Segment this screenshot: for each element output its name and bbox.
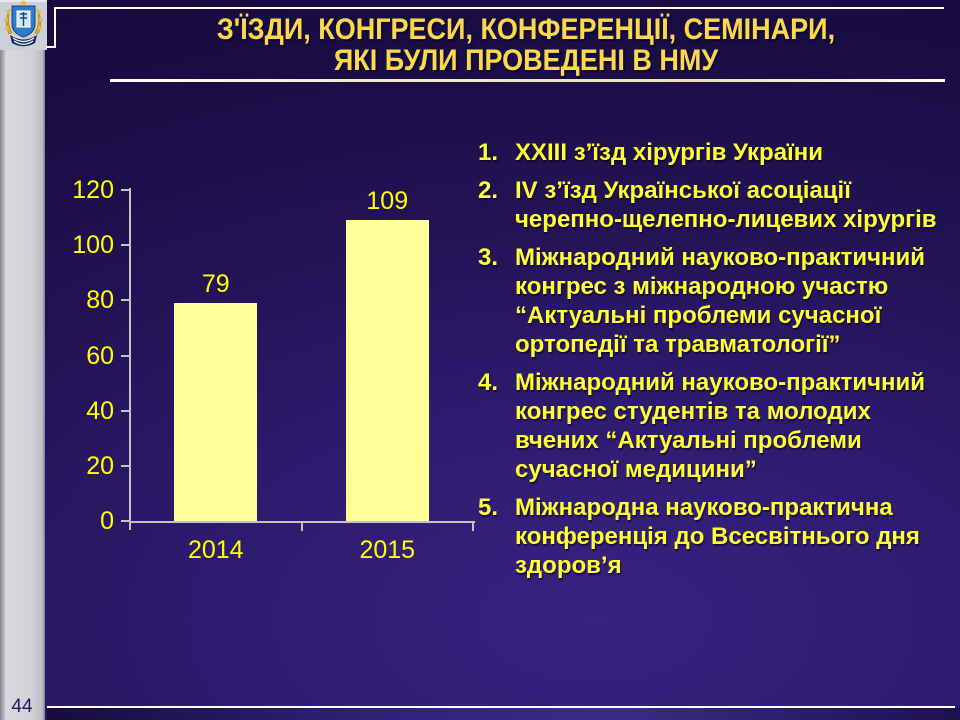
list-item-number: 5. [478, 494, 499, 521]
university-emblem-logo [0, 0, 47, 50]
y-axis-label: 20 [86, 451, 114, 480]
events-numbered-list: 1. XXIII з’їзд хірургів України 2. IV з’їзд… [478, 138, 948, 589]
y-axis-label: 0 [100, 507, 114, 535]
footer-line [47, 706, 955, 708]
x-axis-line [129, 521, 475, 523]
x-axis-tick [300, 523, 303, 531]
list-item-number: 3. [478, 244, 499, 271]
bar-value-label: 79 [201, 270, 230, 299]
list-item: 1. XXIII з’їзд хірургів України [478, 138, 948, 167]
slide-title-line-1: З'ЇЗДИ, КОНГРЕСИ, КОНФЕРЕНЦІЇ, СЕМІНАРИ, [216, 13, 836, 46]
y-axis-tick [121, 354, 130, 357]
x-axis-tick [472, 523, 474, 531]
y-axis-label: 80 [86, 286, 114, 315]
list-item-text: Міжнародна науково-практична конференція… [515, 494, 920, 579]
list-item-number: 2. [478, 177, 499, 204]
title-frame-line-connector [46, 46, 56, 48]
bar-2015 [345, 220, 429, 521]
list-item: 4. Міжнародний науково-практичний конгрес… [478, 368, 948, 484]
coat-of-arms-icon [0, 0, 47, 50]
list-item-text: Міжнародний науково-практичний конгрес з… [515, 244, 926, 358]
x-axis-category-label: 2014 [187, 536, 244, 564]
y-axis-label: 60 [86, 341, 114, 370]
list-item-text: IV з’їзд Української асоціації черепно-щ… [515, 177, 937, 233]
y-axis-tick [121, 299, 130, 302]
y-axis-tick [121, 464, 130, 467]
bar-2014 [174, 303, 258, 521]
slide-title-line-2: ЯКІ БУЛИ ПРОВЕДЕНІ В НМУ [333, 44, 719, 77]
page-number: 44 [11, 696, 33, 717]
title-frame-line-left [54, 7, 56, 48]
left-gray-strip [0, 0, 45, 720]
title-frame-line-top [54, 7, 944, 9]
y-axis-tick [121, 520, 130, 522]
y-axis-label: 120 [72, 176, 114, 204]
list-item: 3. Міжнародний науково-практичний конгрес… [478, 243, 948, 359]
y-axis-label: 40 [86, 396, 114, 425]
list-item: 2. IV з’їзд Української асоціації черепно… [478, 176, 948, 234]
y-axis-label: 100 [72, 231, 114, 260]
list-item: 5. Міжнародна науково-практична конференц… [478, 493, 948, 580]
list-item-text: XXIII з’їзд хірургів України [515, 139, 824, 166]
footer-band [47, 708, 960, 720]
list-item-number: 4. [478, 369, 499, 396]
list-item-text: Міжнародний науково-практичний конгрес с… [515, 369, 926, 483]
bar-value-label: 109 [366, 187, 409, 216]
title-underline [110, 79, 945, 82]
x-axis-category-label: 2015 [359, 536, 416, 564]
y-axis-tick [121, 409, 130, 412]
y-axis-line [129, 188, 131, 530]
y-axis-tick [121, 189, 130, 191]
list-item-number: 1. [478, 139, 499, 166]
slide-title: З'ЇЗДИ, КОНГРЕСИ, КОНФЕРЕНЦІЇ, СЕМІНАРИ,… [100, 14, 952, 76]
y-axis-tick [121, 244, 130, 247]
